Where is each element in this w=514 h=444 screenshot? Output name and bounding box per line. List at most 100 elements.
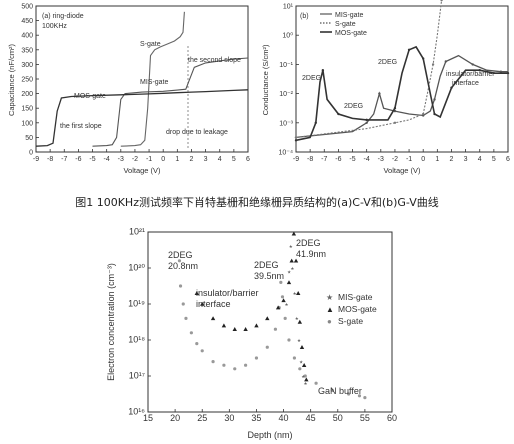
y-tick-label: 10⁻² [279,91,293,98]
legend-b-s: S-gate [335,21,356,28]
series-c-s-gate-point [292,356,296,360]
series-c-mos-gate-point [286,280,292,285]
y-tick-label: 450 [21,18,33,25]
series-c-s-gate-point [279,280,283,284]
x-tick-label: -2 [392,156,398,163]
series-c-s-gate-point [181,302,185,306]
series-c-s-gate-point [233,367,237,371]
legend-c-mos: MOS-gate [338,304,377,314]
figure-caption: 图1 100KHz测试频率下肖特基栅和绝缘栅异质结构的(a)C-V和(b)G-V… [75,195,439,209]
series-c-mos-gate-point [291,231,297,236]
series-b-mos-gate-point [506,71,510,75]
y-tick-label: 10¹⁷ [129,371,145,381]
series-c-s-gate-point [357,394,362,398]
panel-b-x-ticks: -9 -8 -7 -6 -5 -4 -3 -2 -1 0 1 2 3 4 5 6 [293,149,510,163]
series-c-s-gate-point [303,374,307,378]
y-tick-label: 500 [21,4,33,11]
x-tick-label: 2 [450,156,454,163]
x-tick-label: -4 [104,156,110,163]
series-c-s-gate-point [287,338,291,342]
series-c-mis-gate-point: ★ [289,244,294,249]
series-c-s-gate-point [200,349,204,353]
x-tick-label: 6 [246,156,250,163]
y-tick-label: 0 [29,150,33,157]
series-b-s-gate [295,0,443,138]
series-b-mis-gate-point [433,98,436,101]
series-c-mis-gate-point: ★ [290,266,295,271]
x-tick-label: 1 [435,156,439,163]
x-tick-label: -4 [364,156,370,163]
series-c-s-gate-point [178,284,183,288]
panel-a-cv-chart: (a) ring-diode 100KHz Voltage (V) Capaci… [7,4,250,176]
y-tick-label: 400 [21,33,33,40]
series-b-mos-gate-point [321,69,325,72]
x-tick-label: 35 [251,413,261,423]
panel-a-xlabel: Voltage (V) [123,166,161,175]
y-tick-label: 250 [21,77,33,84]
annot-second-slope: the second slope [188,57,241,64]
annot-c-gan-buffer: GaN buffer [318,386,362,396]
series-c-mos-gate-point [200,301,205,306]
series-c-mos-gate-point [210,316,216,321]
y-tick-label: 150 [21,106,33,113]
x-tick-label: -8 [47,156,53,163]
legend-c-s: S-gate [338,316,363,326]
series-b-mis-gate-point [444,60,448,63]
series-c-s-gate-point [265,345,269,349]
x-tick-label: -6 [75,156,81,163]
legend-c-mis: MIS-gate [338,292,373,302]
annot-c-interface: interface [196,299,231,309]
annot-first-slope: the first slope [60,123,102,130]
y-tick-label: 10¹⁶ [128,407,145,417]
series-c-s-gate-point [314,381,318,385]
x-tick-label: 3 [464,156,468,163]
series-c-mos-gate-point [254,323,259,328]
annot-c-2deg-1: 2DEG [168,250,193,260]
annot-b-2deg-1: 2DEG [302,75,321,82]
legend-c-s-mark: ● [327,317,332,326]
panel-a-x-ticks: -9 -8 -7 -6 -5 -4 -3 -2 -1 0 1 2 3 4 5 6 [33,149,250,163]
series-b-mis-gate-point [471,63,474,66]
panel-a-series [35,11,249,147]
annot-leakage: drop due to leakage [166,129,228,136]
y-tick-label: 200 [21,91,33,98]
series-b-mis-gate-point [378,92,381,95]
legend-b-mos: MOS-gate [335,30,367,37]
panel-b-plot-area [295,5,509,153]
y-tick-label: 10²¹ [129,227,145,237]
y-tick-label: 350 [21,47,33,54]
series-b-mos-gate-point [337,112,340,116]
series-c-mis-gate-point: ★ [303,381,308,386]
panel-c-concentration-chart: Depth (nm) Electron concentration (cm⁻³)… [106,227,397,441]
panel-c-series: ★ ★ ★ ★ ★ ★ ★ ★ ★ ★ [177,231,367,400]
annot-b-2deg-2: 2DEG [378,59,397,66]
x-tick-label: 20 [170,413,180,423]
series-c-mos-gate-point [265,316,270,321]
panel-c-xlabel: Depth (nm) [247,430,292,440]
series-b-mis-gate [295,54,508,139]
panel-b-ylabel: Conductance (S/cm²) [261,44,270,115]
panel-c-plot-area [147,231,393,413]
series-c-mis-gate-point: ★ [295,316,300,321]
series-b-mos-gate-point [433,112,436,116]
series-b-mos-gate-point [422,57,425,60]
annot-b-2deg-3: 2DEG [344,103,363,110]
annot-mis-gate: MIS-gate [140,79,169,86]
annot-s-gate: S-gate [140,41,161,48]
panel-b-y-ticks: 10⁻⁴ 10⁻³ 10⁻² 10⁻¹ 10⁰ 10¹ [279,4,299,157]
series-b-mos-gate-point [294,139,298,142]
panel-c-y-ticks: 10¹⁶ 10¹⁷ 10¹⁸ 10¹⁹ 10²⁰ 10²¹ [128,227,151,417]
x-tick-label: -1 [406,156,412,163]
series-c-s-gate-point [298,367,302,371]
y-tick-label: 10¹⁹ [128,299,145,309]
x-tick-label: 2 [190,156,194,163]
x-tick-label: 3 [204,156,208,163]
series-c-mis-gate-point: ★ [301,374,306,379]
annot-b-interface: interface [452,80,479,87]
annot-c-39-5nm: 39.5nm [254,271,284,281]
series-c-mis-gate-point: ★ [284,302,289,307]
series-c-s-gate-point [211,360,215,364]
series-b-s-gate-point [431,63,435,66]
y-tick-label: 10⁰ [282,32,293,40]
y-tick-label: 10⁻³ [279,120,293,127]
